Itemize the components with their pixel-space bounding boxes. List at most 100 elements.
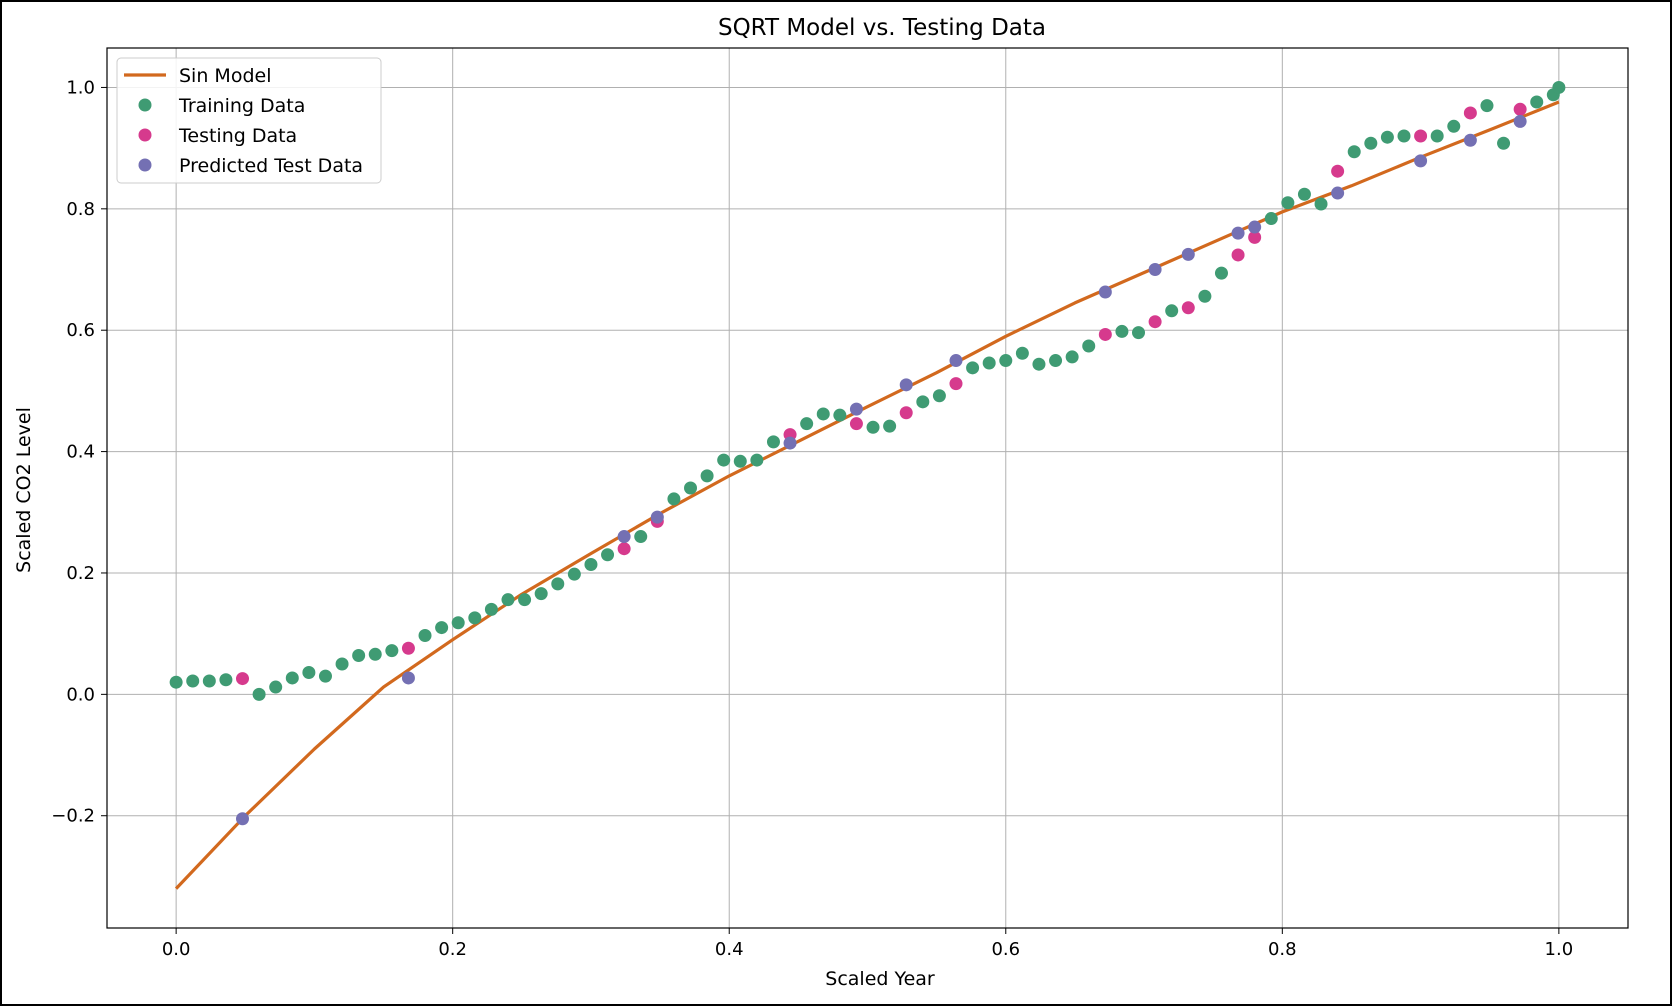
predicted-test-data-point — [1098, 285, 1112, 299]
testing-data-point — [1414, 129, 1428, 143]
y-tick-label: 0.2 — [66, 563, 95, 584]
training-data-point — [484, 602, 498, 616]
training-data-point — [1430, 129, 1444, 143]
legend: Sin Model Training Data Testing Data Predic… — [116, 57, 382, 184]
y-tick-label: 0.0 — [66, 684, 95, 705]
training-data-point — [684, 481, 698, 495]
training-data-point — [1015, 346, 1029, 360]
training-data-point — [1347, 145, 1361, 159]
x-tick-label: 0.4 — [715, 939, 744, 960]
testing-data-point — [1148, 315, 1162, 329]
training-data-point — [1132, 326, 1146, 340]
x-tick-label: 0.0 — [162, 939, 191, 960]
training-data-point — [1214, 266, 1228, 280]
training-data-point — [1314, 197, 1328, 211]
training-data-point — [816, 407, 830, 421]
predicted-test-data-point — [1414, 154, 1428, 168]
training-data-point — [318, 669, 332, 683]
training-data-point — [1530, 95, 1544, 109]
training-data-point — [202, 674, 216, 688]
training-data-point — [750, 453, 764, 467]
axes-box — [106, 47, 1629, 929]
training-data-point — [800, 417, 814, 431]
training-data-point — [335, 657, 349, 671]
plot-area — [169, 80, 1566, 890]
training-data-point — [667, 492, 681, 506]
training-data-point — [435, 621, 449, 635]
training-data-point — [302, 665, 316, 679]
training-data-point — [634, 530, 648, 544]
training-data-point — [916, 395, 930, 409]
x-tick-label: 0.6 — [991, 939, 1020, 960]
training-data-point — [252, 687, 266, 701]
legend-entry-label: Testing Data — [178, 125, 297, 147]
chart-title: SQRT Model vs. Testing Data — [718, 15, 1046, 41]
legend-dot-marker — [138, 128, 152, 142]
training-data-point — [534, 587, 548, 601]
legend-entry-label: Predicted Test Data — [179, 155, 363, 177]
predicted-test-data-point — [1148, 263, 1162, 277]
testing-data-point — [1248, 230, 1262, 244]
testing-data-point — [1231, 248, 1245, 262]
predicted-test-data-point — [899, 378, 913, 392]
training-data-point — [717, 453, 731, 467]
training-data-point — [733, 454, 747, 468]
training-data-point — [352, 649, 366, 663]
training-data-point — [1380, 130, 1394, 144]
training-data-point — [368, 647, 382, 661]
training-data-point — [518, 593, 532, 607]
testing-data-point — [949, 377, 963, 391]
training-data-point — [1264, 212, 1278, 226]
legend-entry-label: Sin Model — [179, 65, 271, 87]
predicted-test-data-point — [783, 436, 797, 450]
predicted-test-data-point — [236, 812, 250, 826]
y-axis-label: Scaled CO2 Level — [13, 407, 35, 573]
training-data-point — [385, 644, 399, 658]
training-data-point — [766, 435, 780, 449]
training-data-point — [1032, 357, 1046, 371]
training-data-point — [551, 577, 565, 591]
training-data-point — [1165, 304, 1179, 318]
testing-data-point — [1098, 327, 1112, 341]
training-data-point — [1497, 136, 1511, 150]
x-tick-label: 0.8 — [1268, 939, 1297, 960]
training-data-point — [468, 611, 482, 625]
predicted-test-data-point — [1513, 114, 1527, 128]
legend-box — [116, 57, 382, 184]
axis-ticks: 0.0 0.2 0.4 0.6 0.8 1.0 −0.2 0.0 0.2 0.4 0.6 0.8 1.0 — [51, 77, 1573, 960]
training-data-point — [567, 567, 581, 581]
y-tick-label: 0.8 — [66, 199, 95, 220]
training-data-point — [219, 673, 233, 687]
training-data-point — [1115, 324, 1129, 338]
training-data-point — [285, 671, 299, 685]
predicted-test-data-point — [401, 671, 415, 685]
training-data-point — [1281, 196, 1295, 210]
testing-data-point — [899, 406, 913, 420]
testing-data-point — [1331, 164, 1345, 178]
predicted-test-data-point — [1463, 133, 1477, 147]
predicted-test-data-point — [650, 510, 664, 524]
testing-data-point — [1513, 102, 1527, 116]
training-data-point — [1552, 80, 1566, 94]
y-tick-label: 0.6 — [66, 320, 95, 341]
y-tick-label: 1.0 — [66, 77, 95, 98]
training-data-point — [1480, 99, 1494, 113]
x-tick-label: 0.2 — [438, 939, 467, 960]
training-data-point — [1364, 136, 1378, 150]
x-tick-label: 1.0 — [1545, 939, 1574, 960]
training-data-point — [584, 557, 598, 571]
predicted-test-data-point — [617, 530, 631, 544]
predicted-test-data-point — [1331, 186, 1345, 200]
predicted-test-data-point — [849, 402, 863, 416]
testing-data-point — [849, 417, 863, 431]
testing-data-point — [401, 641, 415, 655]
x-axis-label: Scaled Year — [825, 968, 935, 990]
training-data-point — [982, 356, 996, 370]
training-data-point — [269, 680, 283, 694]
training-data-point — [501, 593, 515, 607]
training-data-point — [1297, 187, 1311, 201]
predicted-test-data-point — [1181, 247, 1195, 261]
training-data-point — [186, 674, 200, 688]
training-data-point — [418, 628, 432, 642]
